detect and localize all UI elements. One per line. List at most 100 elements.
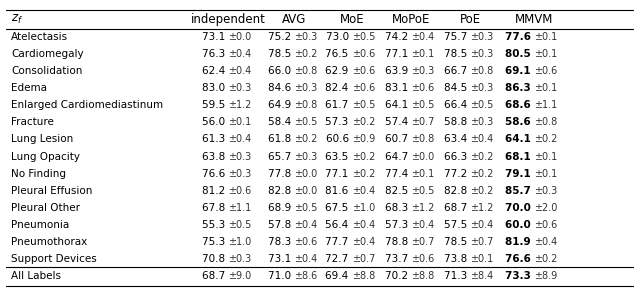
Text: ±0.2: ±0.2 <box>470 168 494 178</box>
Text: ±0.1: ±0.1 <box>412 49 435 59</box>
Text: ±0.4: ±0.4 <box>470 220 494 230</box>
Text: ±0.2: ±0.2 <box>470 186 494 196</box>
Text: 61.8: 61.8 <box>268 134 294 144</box>
Text: ±0.3: ±0.3 <box>470 49 494 59</box>
Text: ±0.4: ±0.4 <box>294 220 317 230</box>
Text: 64.1: 64.1 <box>505 134 534 144</box>
Text: ±0.2: ±0.2 <box>470 152 494 162</box>
Text: ±0.5: ±0.5 <box>228 220 252 230</box>
Text: 79.1: 79.1 <box>505 168 534 178</box>
Text: 76.6: 76.6 <box>202 168 228 178</box>
Text: ±0.4: ±0.4 <box>228 49 252 59</box>
Text: 81.9: 81.9 <box>505 237 534 247</box>
Text: 68.7: 68.7 <box>444 202 470 213</box>
Text: ±1.2: ±1.2 <box>470 202 494 213</box>
Text: 62.9: 62.9 <box>326 66 352 76</box>
Text: ±0.5: ±0.5 <box>294 202 317 213</box>
Text: 64.7: 64.7 <box>385 152 412 162</box>
Text: ±0.7: ±0.7 <box>352 254 376 263</box>
Text: ±0.6: ±0.6 <box>228 186 252 196</box>
Text: ±0.4: ±0.4 <box>228 66 252 76</box>
Text: ±0.8: ±0.8 <box>294 66 317 76</box>
Text: 82.8: 82.8 <box>444 186 470 196</box>
Text: 61.7: 61.7 <box>326 100 352 110</box>
Text: $z_f$: $z_f$ <box>12 13 24 26</box>
Text: ±0.3: ±0.3 <box>412 66 435 76</box>
Text: 77.1: 77.1 <box>326 168 352 178</box>
Text: ±0.2: ±0.2 <box>352 168 376 178</box>
Text: 70.0: 70.0 <box>505 202 534 213</box>
Text: Atelectasis: Atelectasis <box>12 33 68 42</box>
Text: 66.4: 66.4 <box>444 100 470 110</box>
Text: 77.2: 77.2 <box>444 168 470 178</box>
Text: ±0.4: ±0.4 <box>412 33 435 42</box>
Text: 76.5: 76.5 <box>326 49 352 59</box>
Text: 86.3: 86.3 <box>505 83 534 94</box>
Text: Support Devices: Support Devices <box>12 254 97 263</box>
Text: 68.1: 68.1 <box>505 152 534 162</box>
Text: 77.8: 77.8 <box>268 168 294 178</box>
Text: Pneumothorax: Pneumothorax <box>12 237 88 247</box>
Text: ±0.2: ±0.2 <box>352 118 376 128</box>
Text: ±0.0: ±0.0 <box>228 33 252 42</box>
Text: ±8.9: ±8.9 <box>534 271 557 281</box>
Text: ±0.7: ±0.7 <box>412 118 435 128</box>
Text: 81.6: 81.6 <box>326 186 352 196</box>
Text: ±1.1: ±1.1 <box>228 202 252 213</box>
Text: Pneumonia: Pneumonia <box>12 220 70 230</box>
Text: ±0.5: ±0.5 <box>352 100 376 110</box>
Text: ±0.2: ±0.2 <box>534 254 558 263</box>
Text: 69.1: 69.1 <box>505 66 534 76</box>
Text: 73.1: 73.1 <box>202 33 228 42</box>
Text: ±0.1: ±0.1 <box>534 152 557 162</box>
Text: ±8.8: ±8.8 <box>412 271 435 281</box>
Text: 82.8: 82.8 <box>268 186 294 196</box>
Text: ±0.5: ±0.5 <box>412 100 435 110</box>
Text: 76.6: 76.6 <box>505 254 534 263</box>
Text: 82.5: 82.5 <box>385 186 412 196</box>
Text: ±0.7: ±0.7 <box>470 237 494 247</box>
Text: ±0.1: ±0.1 <box>534 83 557 94</box>
Text: 75.3: 75.3 <box>202 237 228 247</box>
Text: 75.7: 75.7 <box>444 33 470 42</box>
Text: 66.7: 66.7 <box>444 66 470 76</box>
Text: 78.5: 78.5 <box>444 237 470 247</box>
Text: ±0.6: ±0.6 <box>352 83 375 94</box>
Text: 77.1: 77.1 <box>385 49 412 59</box>
Text: ±0.5: ±0.5 <box>412 186 435 196</box>
Text: 68.9: 68.9 <box>268 202 294 213</box>
Text: 83.1: 83.1 <box>385 83 412 94</box>
Text: AVG: AVG <box>282 13 307 26</box>
Text: MoE: MoE <box>340 13 364 26</box>
Text: ±1.0: ±1.0 <box>352 202 375 213</box>
Text: ±0.4: ±0.4 <box>352 237 375 247</box>
Text: ±0.1: ±0.1 <box>534 49 557 59</box>
Text: Pleural Effusion: Pleural Effusion <box>12 186 93 196</box>
Text: ±0.9: ±0.9 <box>352 134 375 144</box>
Text: 60.6: 60.6 <box>326 134 352 144</box>
Text: 67.8: 67.8 <box>202 202 228 213</box>
Text: 68.7: 68.7 <box>202 271 228 281</box>
Text: 67.5: 67.5 <box>326 202 352 213</box>
Text: Lung Lesion: Lung Lesion <box>12 134 74 144</box>
Text: ±0.2: ±0.2 <box>294 134 317 144</box>
Text: 58.4: 58.4 <box>268 118 294 128</box>
Text: ±0.6: ±0.6 <box>534 66 557 76</box>
Text: ±0.6: ±0.6 <box>352 66 375 76</box>
Text: 73.7: 73.7 <box>385 254 412 263</box>
Text: 63.8: 63.8 <box>202 152 228 162</box>
Text: 78.5: 78.5 <box>268 49 294 59</box>
Text: ±0.1: ±0.1 <box>470 254 494 263</box>
Text: 64.9: 64.9 <box>268 100 294 110</box>
Text: 76.3: 76.3 <box>202 49 228 59</box>
Text: ±1.2: ±1.2 <box>228 100 252 110</box>
Text: ±0.0: ±0.0 <box>294 186 317 196</box>
Text: 68.3: 68.3 <box>385 202 412 213</box>
Text: 72.7: 72.7 <box>326 254 352 263</box>
Text: 70.8: 70.8 <box>202 254 228 263</box>
Text: 83.0: 83.0 <box>202 83 228 94</box>
Text: ±8.8: ±8.8 <box>352 271 375 281</box>
Text: ±0.3: ±0.3 <box>294 83 317 94</box>
Text: ±0.3: ±0.3 <box>470 83 494 94</box>
Text: 77.4: 77.4 <box>385 168 412 178</box>
